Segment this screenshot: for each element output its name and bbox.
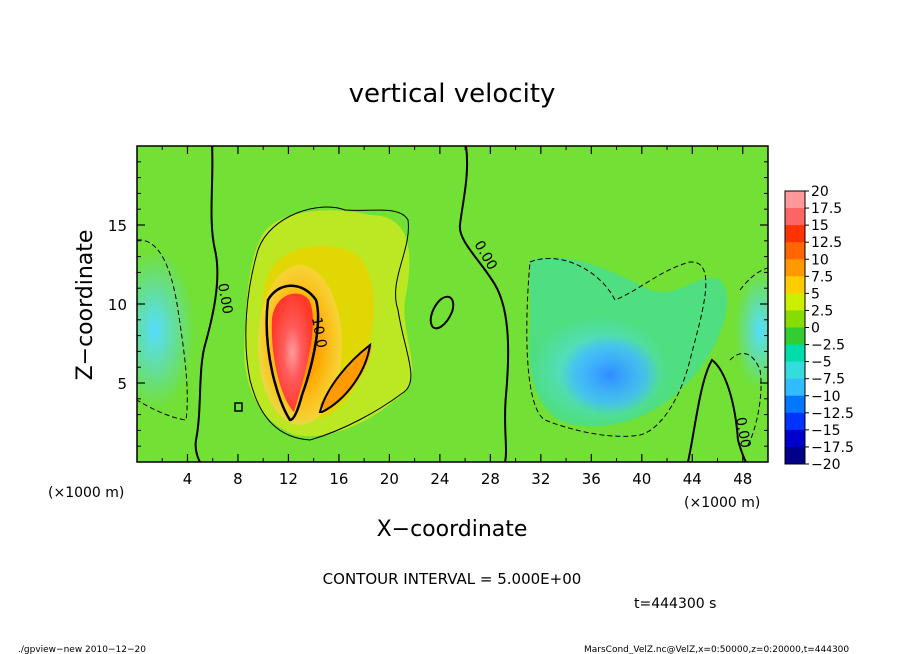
x-tick-label: 32	[531, 470, 550, 488]
contour-ten-arm	[318, 342, 372, 413]
contour-small-box	[234, 402, 243, 412]
colorbar-swatch	[785, 395, 805, 414]
colorbar-swatch	[785, 327, 805, 346]
y-axis-label: Z−coordinate	[73, 230, 98, 381]
x-tick-label: 24	[430, 470, 449, 488]
y-tick-label: 5	[117, 375, 127, 393]
x-tick-label: 44	[683, 470, 702, 488]
colorbar-label: 15	[811, 218, 829, 234]
colorbar-label: 10	[811, 252, 829, 268]
x-tick-label: 36	[582, 470, 601, 488]
colorbar-label: −2.5	[811, 338, 845, 354]
colorbar-swatch	[785, 429, 805, 448]
colorbar-swatch	[785, 276, 805, 294]
colorbar-swatch	[785, 259, 805, 277]
colorbar-swatch	[785, 208, 805, 226]
contour-label-zero-right: 0.00	[732, 416, 753, 449]
colorbar-swatch	[785, 378, 805, 397]
colorbar-label: 0	[811, 321, 820, 337]
x-tick-label: 48	[733, 470, 752, 488]
colorbar-label: 12.5	[811, 235, 842, 251]
chart-title: vertical velocity	[349, 79, 556, 109]
colorbar-label: 20	[811, 184, 829, 200]
x-ticks: 4 8 12 16 20 24 28 32 36 40 44 48	[161, 146, 752, 488]
colorbar-label: −7.5	[811, 372, 845, 388]
time-text: t=444300 s	[634, 596, 716, 612]
colorbar-label: −17.5	[811, 440, 854, 456]
colorbar-swatch	[785, 191, 805, 209]
colorbar-swatch	[785, 293, 805, 311]
x-tick-label: 40	[632, 470, 651, 488]
colorbar-label: 5	[811, 286, 820, 302]
contour-zero-center	[458, 146, 510, 462]
x-tick-label: 4	[183, 470, 193, 488]
contour-ten-main	[265, 284, 320, 422]
contour-zero-small	[429, 295, 455, 330]
footer-left: ./gpview−new 2010−12−20	[18, 645, 146, 654]
x-tick-label: 28	[481, 470, 500, 488]
x-tick-label: 16	[329, 470, 348, 488]
colorbar-swatch	[785, 361, 805, 380]
colorbar-label: 17.5	[811, 201, 842, 217]
contour-interval-text: CONTOUR INTERVAL = 5.000E+00	[323, 570, 582, 588]
colorbar-label: −5	[811, 355, 832, 371]
colorbar-swatch	[785, 412, 805, 431]
colorbar-label: −10	[811, 389, 841, 405]
contour-zero-left	[194, 146, 219, 462]
field-cyan-left	[137, 250, 195, 410]
x-tick-label: 20	[380, 470, 399, 488]
field-cyan-far-right	[735, 270, 768, 390]
colorbar-swatch	[785, 446, 805, 465]
contour-neg-left	[137, 239, 188, 421]
field-blue-right	[560, 335, 660, 415]
colorbar-label: −20	[811, 457, 841, 473]
contour-label-zero-left: 0.00	[214, 282, 235, 315]
field-red-core	[271, 293, 313, 412]
colorbar-swatch	[785, 310, 805, 328]
field-orange-arm	[320, 345, 372, 412]
y-tick-label: 15	[108, 217, 127, 235]
colorbar-swatch	[785, 344, 805, 363]
colorbar-label: −15	[811, 423, 841, 439]
colorbar-swatch	[785, 225, 805, 243]
colorbar-swatch	[785, 242, 805, 260]
colorbar-label: −12.5	[811, 406, 854, 422]
colorbar-label: 7.5	[811, 269, 833, 285]
x-axis-label: X−coordinate	[377, 517, 528, 542]
x-unit-left: (×1000 m)	[48, 485, 124, 501]
plot-area: 0.00 10.0 0.00 0.00	[137, 146, 768, 462]
contour-five	[245, 206, 412, 441]
contour-label-ten: 10.0	[308, 316, 329, 349]
y-ticks: 5 10 15	[108, 161, 768, 447]
x-tick-label: 8	[233, 470, 243, 488]
y-tick-label: 10	[108, 296, 127, 314]
colorbar-frame	[784, 190, 806, 465]
footer-right: MarsCond_VelZ.nc@VelZ,x=0:50000,z=0:2000…	[584, 645, 849, 654]
x-tick-label: 12	[279, 470, 298, 488]
contour-lines	[137, 146, 768, 462]
x-unit-right: (×1000 m)	[684, 495, 760, 511]
colorbar-label: 2.5	[811, 303, 833, 319]
